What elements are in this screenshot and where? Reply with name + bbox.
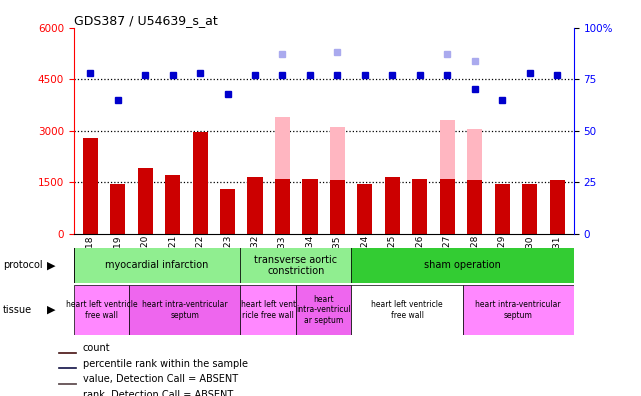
Bar: [247, 177, 263, 234]
Text: heart left ventricle
free wall: heart left ventricle free wall: [65, 300, 137, 320]
Bar: [138, 168, 153, 234]
Bar: [330, 127, 345, 234]
Bar: [467, 181, 482, 234]
Bar: [192, 132, 208, 234]
Bar: [440, 120, 455, 234]
Bar: [58, 352, 76, 353]
Bar: [240, 285, 296, 335]
Bar: [303, 179, 317, 234]
Text: heart intra-ventricular
septum: heart intra-ventricular septum: [476, 300, 561, 320]
Bar: [58, 383, 76, 384]
Text: heart left vent
ricle free wall: heart left vent ricle free wall: [240, 300, 296, 320]
Text: myocardial infarction: myocardial infarction: [105, 260, 209, 270]
Bar: [74, 285, 129, 335]
Text: ▶: ▶: [47, 305, 55, 315]
Bar: [440, 179, 455, 234]
Bar: [296, 285, 351, 335]
Bar: [495, 184, 510, 234]
Text: sham operation: sham operation: [424, 260, 501, 270]
Bar: [463, 285, 574, 335]
Bar: [351, 248, 574, 283]
Bar: [275, 179, 290, 234]
Bar: [412, 179, 428, 234]
Bar: [358, 184, 372, 234]
Bar: [351, 285, 463, 335]
Bar: [110, 184, 125, 234]
Bar: [58, 367, 76, 368]
Bar: [220, 189, 235, 234]
Text: percentile rank within the sample: percentile rank within the sample: [83, 359, 248, 369]
Text: count: count: [83, 343, 110, 353]
Text: heart left ventricle
free wall: heart left ventricle free wall: [371, 300, 443, 320]
Bar: [74, 248, 240, 283]
Text: protocol: protocol: [3, 260, 43, 270]
Bar: [129, 285, 240, 335]
Text: GDS387 / U54639_s_at: GDS387 / U54639_s_at: [74, 13, 217, 27]
Bar: [330, 181, 345, 234]
Bar: [550, 180, 565, 234]
Text: value, Detection Call = ABSENT: value, Detection Call = ABSENT: [83, 374, 238, 385]
Bar: [385, 177, 400, 234]
Text: heart
intra-ventricul
ar septum: heart intra-ventricul ar septum: [296, 295, 351, 325]
Text: heart intra-ventricular
septum: heart intra-ventricular septum: [142, 300, 228, 320]
Text: transverse aortic
constriction: transverse aortic constriction: [254, 255, 338, 276]
Bar: [467, 129, 482, 234]
Text: rank, Detection Call = ABSENT: rank, Detection Call = ABSENT: [83, 390, 233, 396]
Bar: [83, 137, 98, 234]
Text: tissue: tissue: [3, 305, 32, 315]
Text: ▶: ▶: [47, 260, 55, 270]
Bar: [522, 184, 537, 234]
Bar: [165, 175, 180, 234]
Bar: [240, 248, 351, 283]
Bar: [275, 117, 290, 234]
